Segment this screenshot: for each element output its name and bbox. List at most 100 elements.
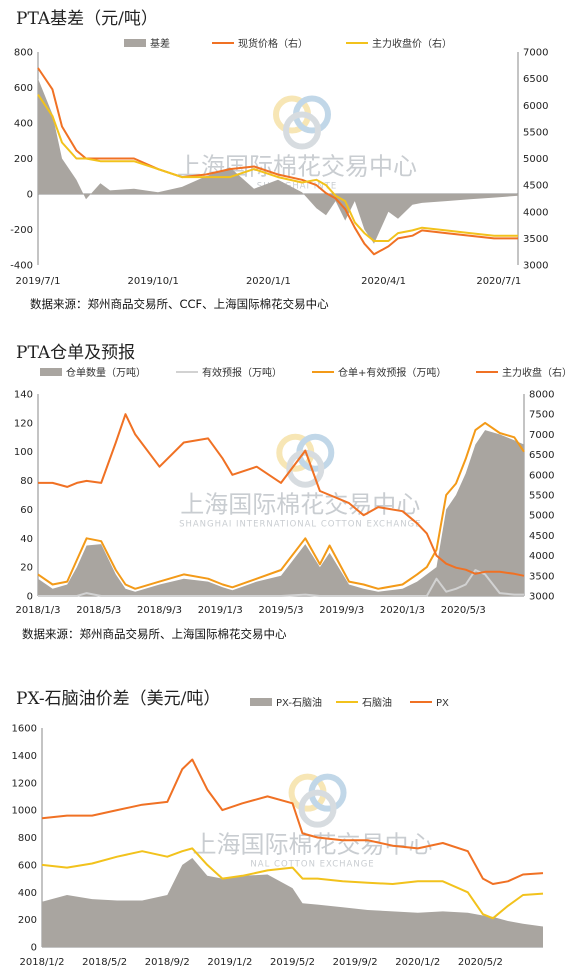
x-tick-label: 2018/5/3	[76, 605, 121, 616]
legend-label: 有效预报（万吨）	[202, 366, 282, 379]
y-tick-label: 0	[31, 943, 37, 954]
y-tick-label: 800	[18, 833, 37, 844]
y-tick-label: 40	[20, 534, 33, 545]
watermark-text: 上海国际棉花交易中心	[180, 491, 420, 519]
y-tick-label-right: 7000	[523, 48, 548, 59]
series-line	[38, 413, 525, 577]
y-tick-label: 600	[18, 860, 37, 871]
y-tick-label: 100	[14, 447, 33, 458]
x-tick-label: 2019/1/3	[198, 605, 243, 616]
y-tick-label: 0	[27, 190, 33, 201]
chart-plot: 0 20 40 60 80 100 120 140 3000 3500 4000 4500 5000 55…	[14, 366, 566, 616]
y-tick-label: -400	[10, 261, 33, 272]
legend-label: 基差	[150, 37, 170, 50]
chart-title: PX-石脑油价差（美元/吨）	[16, 689, 221, 709]
chart-title: PTA基差（元/吨）	[16, 9, 158, 29]
x-tick-label: 2018/9/2	[145, 957, 190, 968]
watermark-text-en: NAL COTTON EXCHANGE	[250, 860, 374, 870]
legend-swatch	[250, 698, 272, 706]
data-source: 数据来源：郑州商品交易所、CCF、上海国际棉花交易中心	[30, 297, 329, 311]
x-tick-label: 2019/10/1	[128, 276, 179, 287]
x-tick-label: 2018/1/2	[20, 957, 65, 968]
y-tick-label: 600	[14, 83, 33, 94]
x-tick-label: 2020/5/3	[441, 605, 486, 616]
y-tick-label-right: 8000	[529, 390, 554, 401]
y-tick-label: 1400	[12, 751, 37, 762]
watermark-petal	[298, 789, 337, 828]
x-tick-label: 2019/7/1	[16, 276, 61, 287]
y-tick-label-right: 6500	[523, 74, 548, 85]
y-tick-label-right: 4000	[529, 551, 554, 562]
chart-pta-warehouse: PTA仓单及预报 0 20 40 60 80 100 120 140 3000 3500 4000 4…	[0, 330, 566, 650]
chart-plot: 0 200 400 600 800 1000 1200 1400 1600 2018/1/2 201…	[12, 696, 544, 968]
x-tick-label: 2020/7/1	[476, 276, 521, 287]
y-tick-label: 20	[20, 563, 33, 574]
y-tick-label: 1200	[12, 778, 37, 789]
x-tick-label: 2019/9/3	[319, 605, 364, 616]
y-tick-label: 400	[14, 119, 33, 130]
y-tick-label: 200	[14, 154, 33, 165]
legend-swatch	[124, 39, 146, 47]
y-tick-label: 200	[18, 915, 37, 926]
chart-title: PTA仓单及预报	[16, 343, 136, 363]
x-tick-label: 2019/5/2	[270, 957, 315, 968]
y-tick-label: 400	[18, 888, 37, 899]
legend-label: 石脑油	[362, 696, 392, 709]
y-tick-label-right: 7000	[529, 430, 554, 441]
series-line	[41, 847, 544, 920]
chart-pta-basis: PTA基差（元/吨） -400 -200 0 200 400 600 800 3000 3500…	[0, 0, 566, 320]
watermark-text: 上海国际棉花交易中心	[193, 831, 433, 859]
x-tick-label: 2020/1/2	[395, 957, 440, 968]
y-tick-label: 800	[14, 48, 33, 59]
watermark-text-en: SHANGHAI INTE	[257, 182, 337, 192]
legend-label: PX	[436, 698, 449, 709]
y-tick-label-right: 6000	[529, 470, 554, 481]
y-tick-label: 120	[14, 418, 33, 429]
x-tick-label: 2019/9/2	[333, 957, 378, 968]
y-tick-label: 80	[20, 476, 33, 487]
series-line	[41, 758, 544, 885]
y-tick-label-right: 5500	[523, 127, 548, 138]
y-tick-label-right: 6500	[529, 450, 554, 461]
y-tick-label: 1600	[12, 724, 37, 735]
series-area	[38, 78, 518, 244]
legend-label: 主力收盘价（右）	[372, 37, 452, 50]
series-area	[38, 430, 524, 596]
y-tick-label-right: 3500	[529, 571, 554, 582]
y-tick-label-right: 3000	[523, 261, 548, 272]
x-tick-label: 2020/1/1	[246, 276, 291, 287]
series-line	[38, 569, 524, 597]
chart-px-naphtha: PX-石脑油价差（美元/吨） 0 200 400 600 800 1000 1200 1400…	[0, 676, 566, 971]
chart-plot: -400 -200 0 200 400 600 800 3000 3500 4000 4500 500…	[10, 37, 548, 287]
x-tick-label: 2018/1/3	[16, 605, 61, 616]
y-tick-label: -200	[10, 225, 33, 236]
y-tick-label-right: 3500	[523, 234, 548, 245]
legend-label: 仓单+有效预报（万吨）	[338, 366, 446, 379]
y-tick-label-right: 5000	[529, 511, 554, 522]
y-tick-label-right: 4000	[523, 207, 548, 218]
watermark-petal	[283, 111, 321, 150]
y-tick-label-right: 6000	[523, 101, 548, 112]
legend-label: PX-石脑油	[276, 696, 322, 709]
x-tick-label: 2018/9/3	[137, 605, 182, 616]
series-line	[37, 94, 518, 242]
series-area	[42, 858, 543, 947]
y-tick-label-right: 5000	[523, 154, 548, 165]
legend-label: 仓单数量（万吨）	[66, 366, 146, 379]
watermark-text-en: SHANGHAI INTERNATIONAL COTTON EXCHANGE	[179, 520, 421, 530]
y-tick-label-right: 3000	[529, 592, 554, 603]
y-tick-label-right: 5500	[529, 491, 554, 502]
x-tick-label: 2020/1/3	[380, 605, 425, 616]
y-tick-label: 60	[20, 505, 33, 516]
y-tick-label-right: 7500	[529, 410, 554, 421]
series-line	[37, 421, 525, 590]
x-tick-label: 2020/4/1	[361, 276, 406, 287]
y-tick-label: 0	[27, 592, 33, 603]
legend-label: 主力收盘（右）	[502, 366, 566, 379]
y-tick-label: 1000	[12, 806, 37, 817]
watermark-logo	[273, 95, 331, 150]
legend-swatch	[40, 368, 62, 376]
watermark-logo	[288, 773, 347, 828]
x-tick-label: 2019/5/3	[259, 605, 304, 616]
data-source: 数据来源：郑州商品交易所、上海国际棉花交易中心	[22, 627, 287, 641]
